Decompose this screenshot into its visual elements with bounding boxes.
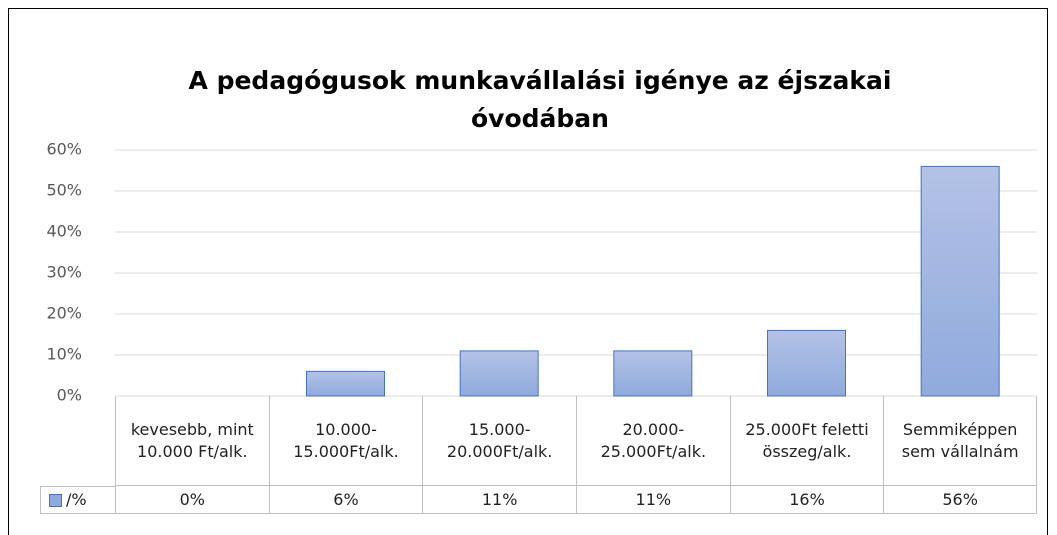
value-label: 16% (729, 486, 884, 514)
bar (613, 350, 693, 397)
value-label: 0% (115, 486, 269, 514)
bar (459, 350, 539, 397)
value-label: 6% (268, 486, 423, 514)
y-tick-label: 40% (46, 222, 82, 241)
bar (767, 329, 846, 397)
category-cell: 25.000Ft feletti összeg/alk. (729, 396, 884, 486)
y-tick-label: 10% (46, 345, 82, 364)
y-tick-label: 60% (46, 140, 82, 159)
legend: /% (40, 486, 115, 514)
y-tick-label: 50% (46, 181, 82, 200)
chart-title: A pedagógusok munkavállalási igénye az é… (188, 66, 892, 133)
legend-label: /% (66, 490, 87, 509)
category-cell: 10.000-15.000Ft/alk. (268, 396, 423, 486)
category-cell: 20.000-25.000Ft/alk. (576, 396, 730, 486)
chart-frame (8, 8, 1048, 535)
y-tick-label: 30% (46, 263, 82, 282)
value-label: 11% (576, 486, 730, 514)
bar (920, 165, 1000, 397)
y-tick-label: 0% (57, 386, 82, 405)
value-label: 11% (422, 486, 576, 514)
value-label: 56% (883, 486, 1037, 514)
category-cell: 15.000-20.000Ft/alk. (422, 396, 576, 486)
category-cell: Semmiképpen sem vállalnám (883, 396, 1037, 486)
category-cell: kevesebb, mint 10.000 Ft/alk. (115, 396, 269, 486)
y-tick-label: 20% (46, 304, 82, 323)
bar (306, 370, 385, 397)
legend-swatch (49, 493, 62, 507)
